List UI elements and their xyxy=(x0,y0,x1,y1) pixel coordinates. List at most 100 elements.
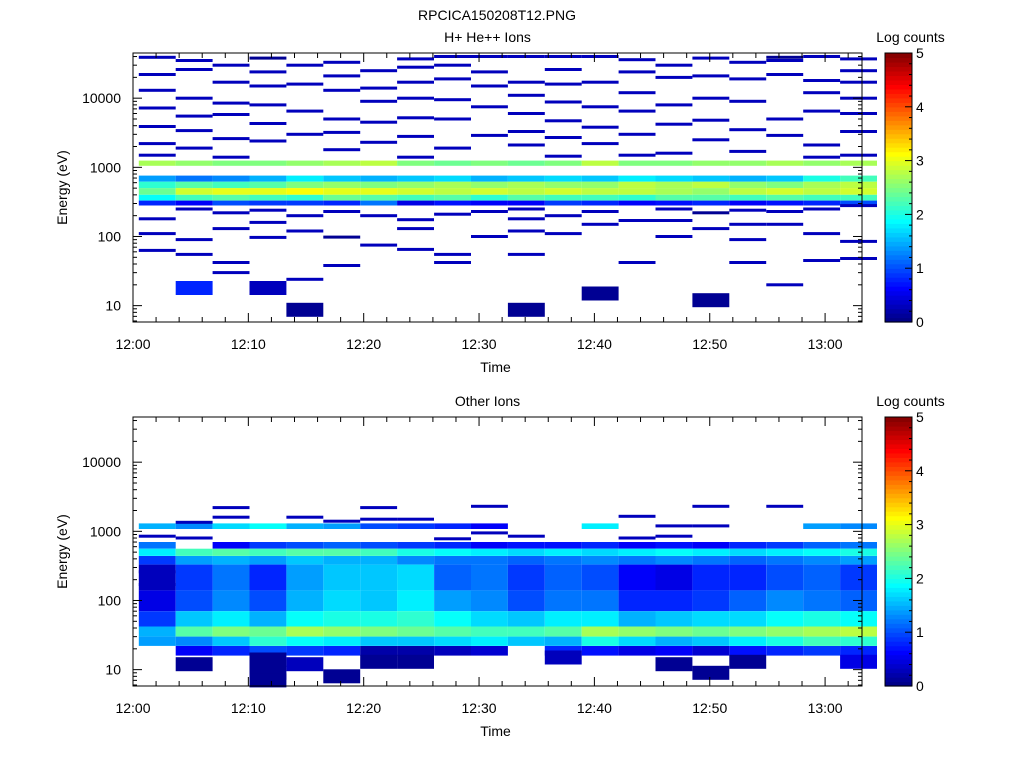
colorbar-segment xyxy=(885,591,912,597)
heatmap-cell xyxy=(434,548,471,556)
heatmap-cell xyxy=(507,542,545,549)
heatmap-cell xyxy=(840,153,877,157)
heatmap-cell xyxy=(286,277,324,281)
heatmap-cell xyxy=(766,210,804,213)
heatmap-cell xyxy=(803,523,841,529)
heatmap-cell xyxy=(323,564,361,591)
heatmap-cell xyxy=(766,626,804,637)
heatmap-cell xyxy=(655,235,693,238)
heatmap-cell xyxy=(323,646,361,656)
colorbar: 0 1 2 3 4 5 xyxy=(884,45,924,330)
heatmap-cell xyxy=(729,194,767,201)
heatmap-cell xyxy=(175,194,213,201)
x-tick-label: 13:00 xyxy=(808,700,843,716)
colorbar-segment xyxy=(885,84,912,90)
colorbar-segment xyxy=(885,218,912,224)
heatmap-cell xyxy=(692,548,730,556)
heatmap-cell xyxy=(397,227,434,231)
heatmap-cell xyxy=(323,523,361,529)
heatmap-cell xyxy=(544,175,582,182)
heatmap-cell xyxy=(655,194,693,201)
heatmap-cell xyxy=(286,611,324,627)
heatmap-cell xyxy=(840,181,877,189)
heatmap-cell xyxy=(138,590,176,612)
heatmap-cell xyxy=(840,542,877,549)
colorbar-segment xyxy=(885,542,912,548)
heatmap-cell xyxy=(360,194,398,201)
heatmap-cell xyxy=(581,542,619,549)
heatmap-cells xyxy=(138,504,877,688)
heatmap-cell xyxy=(840,654,877,669)
colorbar-segment xyxy=(885,654,912,660)
heatmap-cell xyxy=(803,79,841,82)
heatmap-cell xyxy=(323,542,361,549)
colorbar-tick-label: 3 xyxy=(916,517,924,533)
heatmap-cell xyxy=(138,142,176,146)
heatmap-cell xyxy=(766,646,804,656)
heatmap-cell xyxy=(729,222,767,226)
heatmap-cell xyxy=(323,235,361,239)
heatmap-cell xyxy=(471,55,508,58)
heatmap-cell xyxy=(434,626,471,637)
heatmap-cell xyxy=(803,611,841,627)
heatmap-cell xyxy=(766,200,804,206)
heatmap-cell xyxy=(397,654,434,669)
colorbar-segment xyxy=(885,488,912,494)
heatmap-cell xyxy=(618,556,656,565)
colorbar-segment xyxy=(885,466,912,472)
heatmap-cell xyxy=(618,160,656,166)
colorbar-frame xyxy=(884,52,913,323)
heatmap-cell xyxy=(138,626,176,637)
heatmap-cell xyxy=(397,523,434,529)
heatmap-cell xyxy=(803,175,841,182)
heatmap-cell xyxy=(618,646,656,656)
colorbar-segment xyxy=(885,529,912,535)
heatmap-cell xyxy=(434,55,471,58)
heatmap-cell xyxy=(175,646,213,656)
heatmap-cell xyxy=(249,673,287,688)
heatmap-cell xyxy=(138,232,176,236)
heatmap-cell xyxy=(507,217,545,221)
heatmap-cell xyxy=(655,188,693,195)
heatmap-cell xyxy=(729,564,767,591)
heatmap-cell xyxy=(766,194,804,201)
x-tick-label: 12:30 xyxy=(462,700,497,716)
heatmap-cell xyxy=(840,564,877,591)
x-axis-label: Time xyxy=(480,359,511,375)
heatmap-cell xyxy=(544,119,582,123)
x-tick-label: 12:40 xyxy=(577,700,612,716)
heatmap-cell xyxy=(212,611,250,627)
panel-hplus: H+ He++ Ions 12:00 12:10 12:20 12:30 12:40 12… xyxy=(54,29,945,375)
heatmap-cell xyxy=(471,542,508,549)
heatmap-cell xyxy=(175,200,213,206)
heatmap-cell xyxy=(286,646,324,656)
heatmap-cell xyxy=(471,548,508,556)
axes: 12:00 12:10 12:20 12:30 12:40 12:50 13:00 10 100… xyxy=(82,52,863,352)
colorbar-segment xyxy=(885,61,912,68)
heatmap-cell xyxy=(581,636,619,646)
heatmap-cell xyxy=(212,155,250,159)
heatmap-cell xyxy=(729,626,767,637)
heatmap-cell xyxy=(507,200,545,206)
heatmap-cell xyxy=(434,542,471,549)
heatmap-cell xyxy=(397,626,434,637)
heatmap-cell xyxy=(212,261,250,264)
heatmap-cell xyxy=(138,125,176,128)
x-tick-label: 13:00 xyxy=(808,336,843,352)
heatmap-cell xyxy=(655,63,693,67)
heatmap-cell xyxy=(507,229,545,233)
heatmap-cell xyxy=(766,133,804,137)
heatmap-cell xyxy=(618,194,656,201)
heatmap-cell xyxy=(434,98,471,102)
colorbar-segment xyxy=(885,53,912,59)
heatmap-cell xyxy=(507,302,545,317)
heatmap-cell xyxy=(544,160,582,166)
heatmap-cell xyxy=(766,117,804,121)
colorbar-segment xyxy=(885,209,912,215)
heatmap-cell xyxy=(581,222,619,226)
colorbar-tick-label: 1 xyxy=(916,260,924,276)
heatmap-cell xyxy=(138,88,176,92)
heatmap-cell xyxy=(397,200,434,206)
colorbar-segment xyxy=(885,57,912,63)
